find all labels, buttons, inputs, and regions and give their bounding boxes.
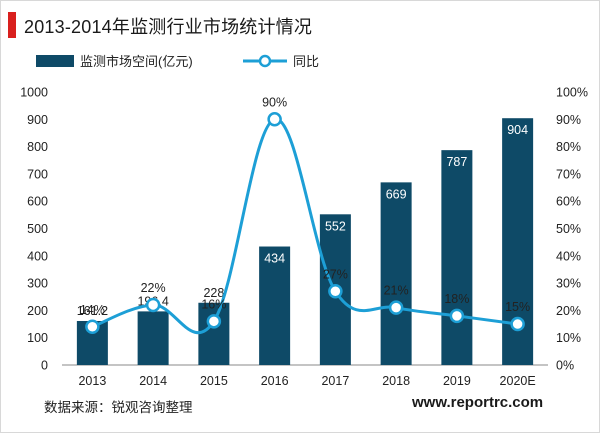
growth-point (449, 308, 465, 324)
growth-value-label: 90% (262, 95, 287, 109)
y-left-tick-label: 700 (27, 167, 48, 181)
y-right-tick-label: 0% (556, 359, 574, 373)
x-tick-label: 2014 (139, 374, 167, 388)
x-tick-label: 2017 (321, 374, 349, 388)
bar-value-label: 161.2 (77, 304, 108, 318)
bar-value-label: 228 (203, 286, 224, 300)
x-tick-label: 2016 (261, 374, 289, 388)
bar (259, 246, 291, 365)
y-right-tick-label: 40% (556, 249, 581, 263)
growth-point (145, 297, 161, 313)
chart-title: 2013-2014年监测行业市场统计情况 (24, 17, 313, 37)
y-right-tick-label: 50% (556, 222, 581, 236)
y-left-tick-label: 1000 (20, 86, 48, 100)
growth-point (328, 284, 343, 299)
bar (441, 150, 473, 365)
y-right-tick-label: 100% (556, 86, 588, 100)
bar-value-label: 904 (507, 123, 528, 137)
x-tick-label: 2020E (500, 374, 536, 388)
growth-point (510, 316, 525, 332)
legend-line-marker (258, 54, 272, 68)
y-left-tick-label: 0 (41, 359, 48, 373)
y-left-tick-label: 600 (27, 195, 48, 209)
bar-value-label: 434 (264, 252, 285, 266)
growth-value-label: 27% (323, 267, 348, 281)
legend-bar-label: 监测市场空间(亿元) (80, 54, 193, 69)
y-right-tick-label: 30% (556, 277, 581, 291)
y-right-tick-label: 60% (556, 195, 581, 209)
bar (380, 182, 412, 365)
y-left-tick-label: 200 (27, 304, 48, 318)
growth-value-label: 22% (141, 281, 166, 295)
y-right-tick-label: 70% (556, 167, 581, 181)
x-tick-label: 2013 (78, 374, 106, 388)
growth-point (388, 300, 404, 315)
y-right-tick-label: 80% (556, 140, 581, 154)
y-right-tick-label: 10% (556, 331, 581, 345)
bar-value-label: 787 (446, 155, 467, 169)
bar-value-label: 669 (386, 187, 407, 201)
y-left-tick-label: 100 (27, 331, 48, 345)
growth-point (267, 112, 282, 127)
bar-value-label: 552 (325, 219, 346, 233)
x-tick-label: 2015 (200, 374, 228, 388)
growth-value-label: 16% (201, 297, 226, 311)
growth-value-label: 15% (505, 300, 530, 314)
growth-value-label: 21% (384, 284, 409, 298)
source-note: 数据来源：锐观咨询整理 (44, 400, 193, 415)
x-tick-label: 2019 (443, 374, 471, 388)
bar (198, 302, 230, 365)
x-tick-label: 2018 (382, 374, 410, 388)
y-left-tick-label: 800 (27, 140, 48, 154)
growth-point (206, 314, 222, 329)
growth-line (91, 117, 518, 335)
title-accent-bar (8, 12, 16, 38)
legend-bar-swatch (36, 55, 74, 67)
y-left-tick-label: 500 (27, 222, 48, 236)
growth-value-label: 18% (444, 292, 469, 306)
y-right-tick-label: 90% (556, 113, 581, 127)
growth-value-label: 14% (80, 303, 105, 317)
website-watermark: www.reportrc.com (412, 394, 544, 411)
legend-line-label: 同比 (293, 54, 319, 69)
growth-point (85, 319, 100, 335)
y-left-tick-label: 900 (27, 113, 48, 127)
y-left-tick-label: 400 (27, 249, 48, 263)
line-series (85, 112, 525, 335)
y-right-tick-label: 20% (556, 304, 581, 318)
legend: 监测市场空间(亿元) 同比 (36, 54, 319, 69)
bar-labels: 161.2196.4228434552669787904 (77, 123, 528, 318)
line-labels: 14% 22% 16% 90% 27% 21% 18% 15% (80, 95, 530, 316)
y-left-tick-label: 300 (27, 277, 48, 291)
bar (137, 311, 169, 365)
